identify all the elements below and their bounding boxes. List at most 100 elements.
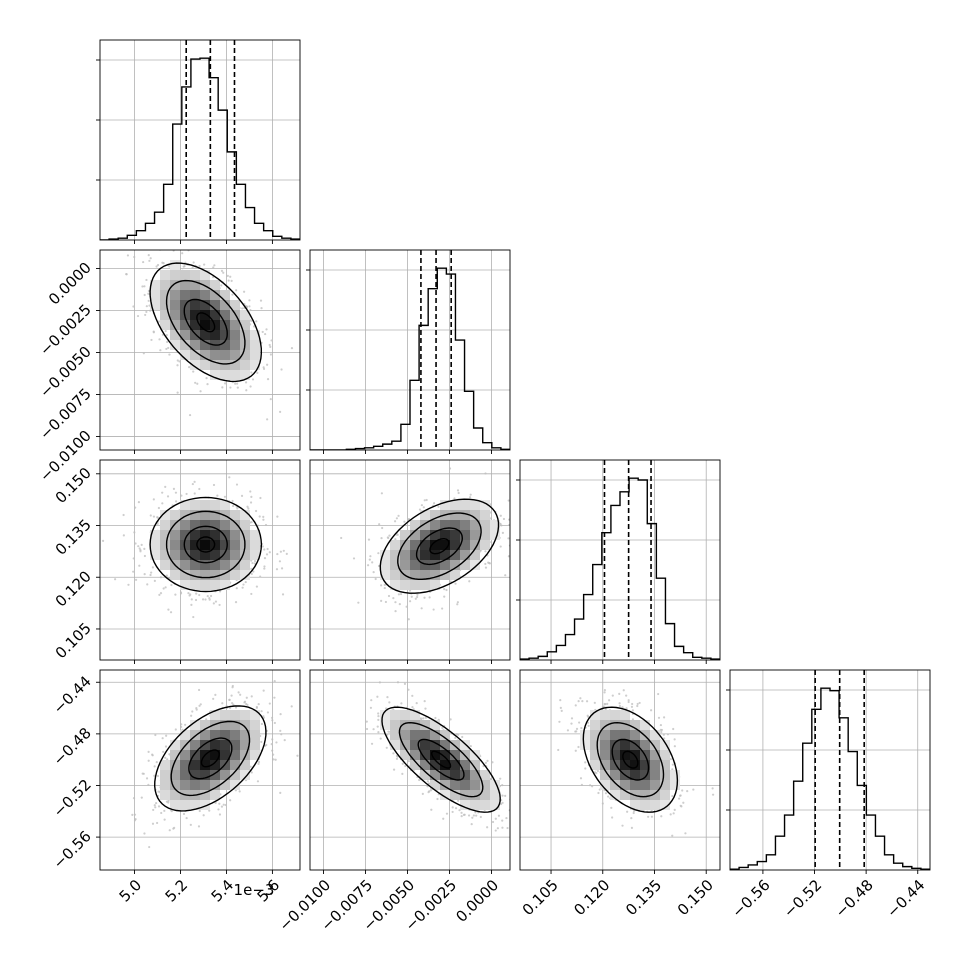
density-cell — [450, 510, 460, 520]
scatter-point — [154, 806, 157, 809]
contour-line-1 — [188, 737, 233, 780]
scatter-point — [138, 547, 141, 550]
density-cell — [240, 730, 250, 740]
scatter-point — [269, 398, 272, 401]
density-cell — [150, 290, 160, 300]
scatter-point — [266, 547, 269, 551]
density-cell — [220, 370, 230, 380]
density-cell — [220, 300, 230, 310]
scatter-point — [193, 480, 196, 483]
scatter-point — [266, 711, 270, 714]
scatter-point — [162, 587, 165, 590]
scatter-point — [199, 390, 202, 393]
scatter-point — [273, 696, 276, 699]
scatter-point — [510, 782, 512, 784]
density-cell — [230, 730, 240, 740]
scatter-point — [114, 578, 117, 581]
scatter-point — [205, 718, 208, 721]
scatter-point — [384, 600, 388, 604]
scatter-point — [189, 823, 192, 826]
density-cell — [220, 560, 230, 570]
scatter-point — [273, 680, 276, 683]
scatter-point — [143, 293, 146, 297]
scatter-point — [249, 501, 253, 504]
scatter-point — [250, 695, 253, 698]
scatter-point — [285, 552, 288, 555]
scatter-point — [449, 580, 452, 583]
contour-line-3 — [149, 262, 262, 383]
scatter-point — [470, 823, 473, 826]
density-cell — [190, 730, 200, 740]
density-cell — [210, 780, 220, 790]
scatter-point — [214, 693, 217, 696]
scatter-point — [457, 799, 460, 802]
density-cell — [190, 580, 200, 590]
scatter-point — [132, 570, 135, 573]
scatter-point — [226, 274, 229, 278]
panel-frame — [309, 459, 511, 661]
density-cell — [220, 770, 230, 780]
scatter-point — [195, 592, 198, 595]
density-cell — [190, 530, 200, 540]
scatter-point — [191, 266, 194, 269]
scatter-point — [383, 583, 386, 586]
density-cell — [430, 530, 440, 540]
scatter-point — [176, 359, 179, 362]
scatter-point — [259, 299, 263, 302]
density-cell — [420, 520, 430, 530]
density-cell — [170, 570, 180, 580]
scatter-point — [279, 791, 282, 794]
scatter-point — [407, 688, 410, 691]
scatter-point — [475, 814, 478, 817]
scatter-point — [443, 588, 446, 591]
scatter-point — [238, 790, 241, 793]
scatter-point — [245, 702, 248, 706]
density-cell — [390, 560, 400, 570]
scatter-point — [266, 378, 270, 381]
scatter-point — [235, 587, 238, 590]
scatter-point — [223, 495, 227, 498]
scatter-point — [241, 307, 244, 310]
scatter-point — [468, 580, 471, 583]
scatter-point — [143, 285, 146, 288]
scatter-point — [245, 696, 248, 699]
scatter-point — [153, 579, 156, 582]
scatter-point — [279, 713, 282, 716]
histogram-0 — [100, 57, 300, 240]
scatter-point — [149, 257, 152, 260]
density-cell — [200, 350, 210, 360]
scatter-point — [380, 537, 383, 540]
scatter-point — [377, 715, 380, 718]
scatter-point — [180, 725, 183, 729]
scatter-point — [424, 707, 427, 710]
density-cell — [150, 300, 160, 310]
density-cell — [200, 560, 210, 570]
scatter-point — [147, 750, 150, 753]
scatter-point — [198, 809, 201, 813]
density-cell — [170, 280, 180, 290]
density-cell — [210, 360, 220, 370]
scatter-point — [365, 727, 369, 731]
scatter-point — [133, 813, 137, 816]
scatter-point — [156, 522, 159, 525]
scatter-point — [424, 716, 428, 719]
density-cell — [480, 500, 490, 510]
scatter-point — [398, 603, 401, 606]
scatter-point — [134, 542, 137, 545]
density-cell — [180, 270, 190, 280]
density-cell — [400, 540, 410, 550]
scatter-point — [141, 285, 144, 288]
scatter-point — [385, 746, 388, 749]
scatter-point — [507, 555, 510, 558]
density-cell — [180, 340, 190, 350]
scatter-point — [176, 391, 179, 394]
density-cell — [250, 340, 260, 350]
density-cell — [470, 500, 480, 510]
scatter-point — [155, 821, 159, 825]
scatter-point — [423, 499, 426, 502]
density-cell — [410, 520, 420, 530]
density-cell — [440, 520, 450, 530]
scatter-point — [460, 815, 463, 818]
density-cell — [250, 550, 260, 560]
